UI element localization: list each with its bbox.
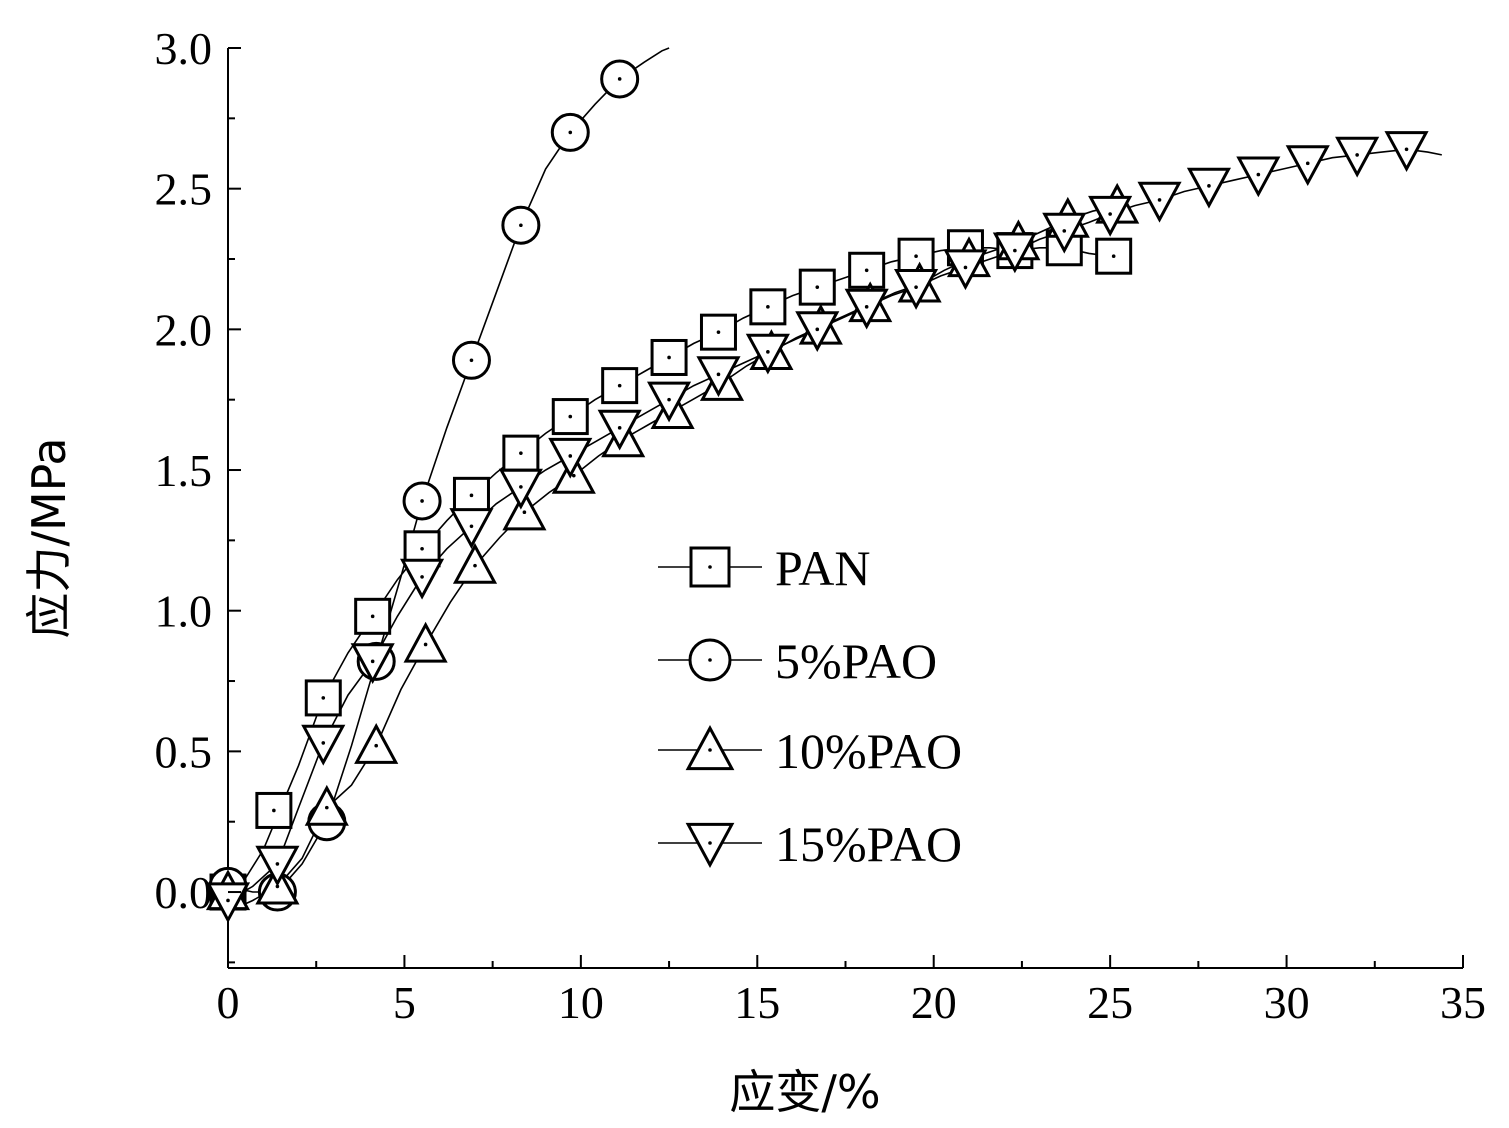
marker-center-dot	[568, 130, 573, 135]
marker-center-dot	[914, 285, 918, 289]
marker-center-dot	[473, 563, 477, 568]
marker-center-dot	[815, 327, 820, 332]
marker-center-dot	[522, 510, 527, 515]
series-line	[227, 47, 670, 893]
marker-center-dot	[716, 330, 721, 334]
marker-center-dot	[572, 473, 576, 478]
marker-center-dot	[370, 614, 375, 619]
marker-center-dot	[1404, 147, 1409, 152]
marker-center-dot	[519, 223, 523, 228]
marker-center-dot	[1355, 153, 1359, 157]
marker-center-dot	[275, 862, 280, 866]
marker-center-dot	[914, 254, 918, 258]
marker-center-dot	[864, 305, 869, 309]
marker-center-dot	[469, 493, 474, 498]
series-line	[227, 204, 1118, 913]
marker-center-dot	[325, 805, 329, 810]
marker-center-dot	[1256, 172, 1261, 177]
marker-center-dot	[420, 546, 424, 551]
legend-label: PAN	[775, 540, 870, 596]
marker-center-dot	[617, 426, 622, 430]
x-tick-label: 25	[1087, 977, 1133, 1028]
x-tick-label: 10	[558, 977, 604, 1028]
marker-center-dot	[708, 841, 712, 845]
marker-center-dot	[370, 659, 375, 664]
marker-center-dot	[667, 355, 671, 360]
x-tick-label: 0	[217, 977, 240, 1028]
marker-center-dot	[766, 305, 770, 309]
legend-label: 10%PAO	[775, 723, 962, 779]
marker-center-dot	[469, 358, 474, 363]
x-axis-title: 应变/%	[729, 1065, 880, 1119]
marker-center-dot	[708, 748, 712, 752]
marker-center-dot	[374, 743, 379, 748]
marker-center-dot	[1305, 161, 1310, 166]
marker-center-dot	[1157, 198, 1162, 202]
y-tick-label: 2.5	[155, 164, 213, 215]
marker-center-dot	[1013, 248, 1017, 253]
series-markers	[205, 59, 1429, 924]
marker-center-dot	[716, 372, 721, 377]
marker-center-dot	[321, 696, 326, 700]
marker-center-dot	[420, 499, 424, 503]
y-axis-title: 应力/MPa	[22, 437, 76, 638]
marker-center-dot	[1062, 229, 1067, 233]
y-tick-label: 1.5	[155, 445, 213, 496]
legend: PAN 5%PAO 10%PAO 15%PAO	[658, 540, 962, 872]
marker-center-dot	[321, 741, 326, 745]
axis-ticks: 0 5 10 15 20 25 30 35 0.0 0.5 1.0 1.5 2.0 2.5 3.0	[155, 23, 1487, 1028]
marker-square	[689, 546, 731, 588]
marker-center-dot	[617, 77, 622, 81]
marker-center-dot	[420, 575, 424, 579]
marker-center-dot	[963, 265, 968, 270]
y-tick-label: 0.5	[155, 726, 213, 777]
marker-center-dot	[1207, 184, 1211, 188]
marker-center-dot	[815, 285, 820, 289]
y-tick-label: 0.0	[155, 867, 213, 918]
marker-center-dot	[568, 454, 573, 458]
y-tick-label: 2.0	[155, 304, 213, 355]
legend-label: 5%PAO	[775, 633, 937, 689]
marker-center-dot	[864, 268, 869, 273]
marker-center-dot	[519, 451, 523, 455]
x-tick-label: 15	[734, 977, 780, 1028]
marker-center-dot	[519, 485, 523, 489]
marker-square	[354, 597, 392, 635]
marker-center-dot	[423, 642, 428, 647]
marker-center-dot	[226, 898, 230, 903]
marker-center-dot	[1108, 212, 1112, 216]
marker-center-dot	[469, 524, 474, 529]
y-tick-label: 1.0	[155, 586, 213, 637]
x-tick-label: 30	[1264, 977, 1310, 1028]
marker-center-dot	[568, 414, 573, 419]
x-tick-label: 5	[393, 977, 416, 1028]
x-tick-label: 35	[1440, 977, 1486, 1028]
marker-center-dot	[272, 808, 276, 813]
y-tick-label: 3.0	[155, 23, 213, 74]
legend-label: 15%PAO	[775, 816, 962, 872]
marker-center-dot	[1111, 254, 1116, 258]
marker-center-dot	[708, 658, 712, 662]
series-line	[227, 148, 1442, 902]
marker-center-dot	[766, 350, 770, 354]
marker-center-dot	[617, 383, 622, 388]
marker-center-dot	[667, 397, 671, 402]
marker-center-dot	[708, 565, 712, 569]
x-tick-label: 20	[911, 977, 957, 1028]
